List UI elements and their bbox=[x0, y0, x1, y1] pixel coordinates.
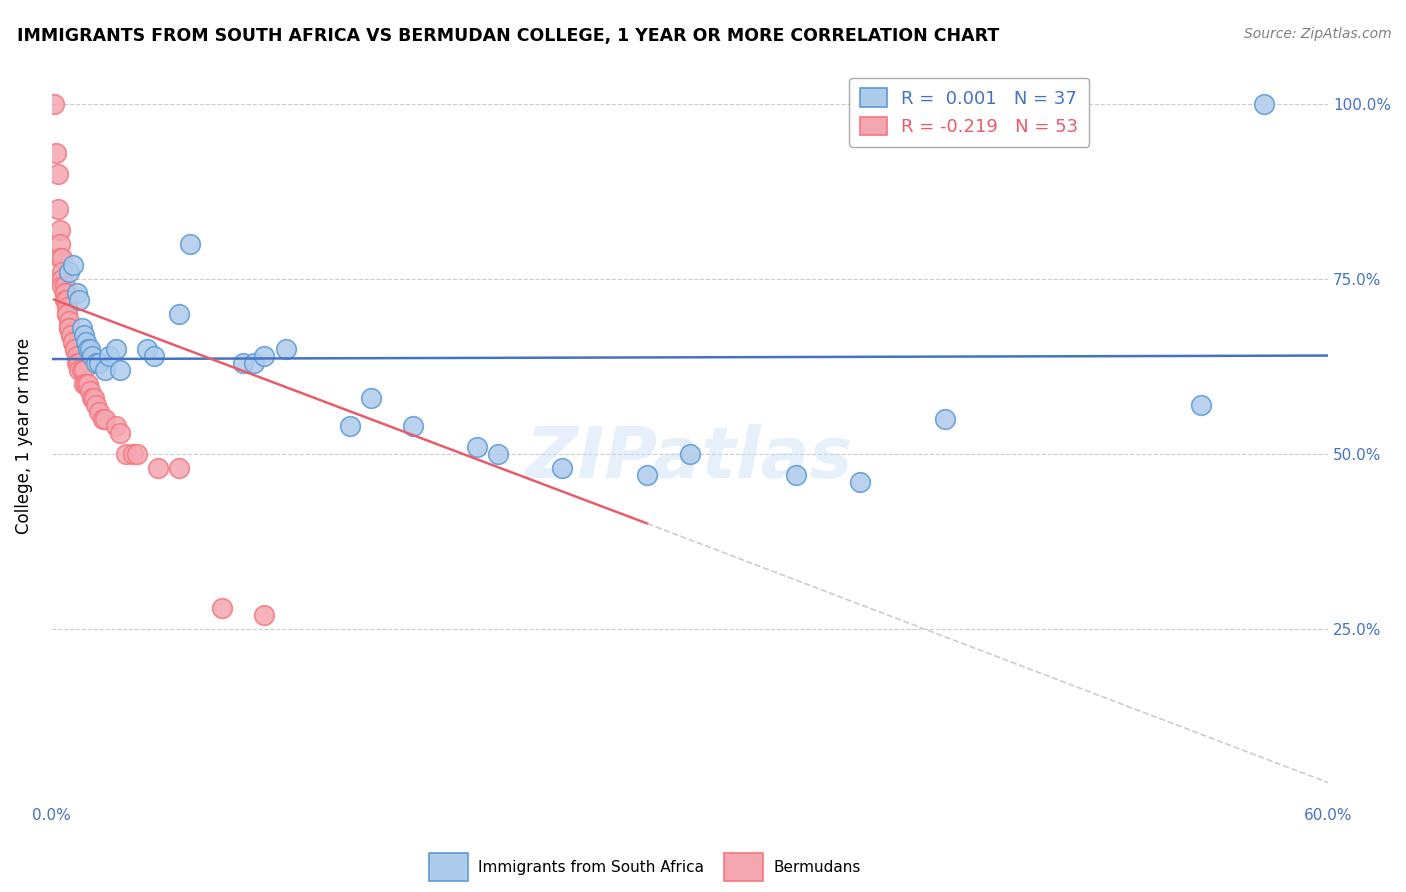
Point bbox=[465, 440, 488, 454]
Point bbox=[94, 411, 117, 425]
Point bbox=[136, 342, 159, 356]
Point bbox=[58, 320, 80, 334]
Point bbox=[142, 349, 165, 363]
Point bbox=[49, 236, 72, 251]
Point bbox=[51, 251, 73, 265]
Point bbox=[274, 342, 297, 356]
Point bbox=[62, 334, 84, 349]
Point bbox=[59, 327, 82, 342]
Point bbox=[104, 418, 127, 433]
Point bbox=[67, 355, 90, 369]
Point bbox=[146, 460, 169, 475]
Point bbox=[79, 384, 101, 398]
Point bbox=[82, 391, 104, 405]
Point bbox=[49, 222, 72, 236]
Point bbox=[49, 251, 72, 265]
Point bbox=[51, 264, 73, 278]
Point bbox=[1189, 398, 1212, 412]
Point bbox=[62, 258, 84, 272]
Point bbox=[108, 362, 131, 376]
Point bbox=[679, 446, 702, 460]
Point bbox=[53, 278, 76, 293]
Point bbox=[87, 404, 110, 418]
Point bbox=[86, 398, 108, 412]
Point bbox=[636, 467, 658, 482]
Text: Source: ZipAtlas.com: Source: ZipAtlas.com bbox=[1244, 27, 1392, 41]
Point bbox=[169, 307, 191, 321]
Legend: R =  0.001   N = 37, R = -0.219   N = 53: R = 0.001 N = 37, R = -0.219 N = 53 bbox=[849, 78, 1090, 147]
Point bbox=[55, 293, 77, 307]
Text: Immigrants from South Africa: Immigrants from South Africa bbox=[478, 861, 704, 875]
Point bbox=[91, 411, 114, 425]
Point bbox=[55, 307, 77, 321]
Point bbox=[58, 313, 80, 327]
Point bbox=[360, 391, 382, 405]
Point bbox=[67, 293, 90, 307]
Y-axis label: College, 1 year or more: College, 1 year or more bbox=[15, 338, 32, 534]
Point bbox=[83, 391, 105, 405]
Point bbox=[785, 467, 807, 482]
Point bbox=[51, 278, 73, 293]
Point bbox=[66, 355, 89, 369]
Point bbox=[253, 349, 276, 363]
Point bbox=[73, 362, 96, 376]
Point bbox=[211, 600, 233, 615]
Point bbox=[63, 342, 86, 356]
Point bbox=[59, 327, 82, 342]
Point bbox=[1253, 96, 1275, 111]
Point bbox=[402, 418, 425, 433]
Point bbox=[75, 334, 97, 349]
Point bbox=[849, 475, 872, 489]
Text: Bermudans: Bermudans bbox=[773, 861, 860, 875]
Point bbox=[46, 202, 69, 216]
Point bbox=[51, 271, 73, 285]
Point bbox=[104, 342, 127, 356]
Point bbox=[53, 285, 76, 300]
Text: IMMIGRANTS FROM SOUTH AFRICA VS BERMUDAN COLLEGE, 1 YEAR OR MORE CORRELATION CHA: IMMIGRANTS FROM SOUTH AFRICA VS BERMUDAN… bbox=[17, 27, 1000, 45]
Point bbox=[243, 355, 266, 369]
Point bbox=[53, 285, 76, 300]
Point bbox=[70, 320, 93, 334]
Point bbox=[488, 446, 510, 460]
Point bbox=[77, 342, 100, 356]
Point bbox=[87, 355, 110, 369]
Point bbox=[66, 285, 89, 300]
Point bbox=[66, 349, 89, 363]
Point bbox=[121, 446, 143, 460]
Point bbox=[58, 320, 80, 334]
Point bbox=[42, 96, 65, 111]
Point bbox=[67, 362, 90, 376]
Point bbox=[339, 418, 361, 433]
Point bbox=[46, 167, 69, 181]
Point bbox=[253, 607, 276, 622]
Point bbox=[232, 355, 254, 369]
Point bbox=[73, 327, 96, 342]
Point bbox=[82, 349, 104, 363]
Point bbox=[75, 376, 97, 391]
Point bbox=[169, 460, 191, 475]
Point bbox=[108, 425, 131, 440]
Point bbox=[70, 362, 93, 376]
Point bbox=[53, 293, 76, 307]
Point bbox=[86, 355, 108, 369]
Point bbox=[551, 460, 574, 475]
Point bbox=[55, 307, 77, 321]
Point bbox=[179, 236, 201, 251]
Point bbox=[115, 446, 138, 460]
Point bbox=[55, 300, 77, 314]
Point bbox=[45, 145, 67, 160]
Point bbox=[79, 342, 101, 356]
Point bbox=[73, 376, 96, 391]
Point bbox=[58, 264, 80, 278]
Point bbox=[125, 446, 148, 460]
Point bbox=[94, 362, 117, 376]
Text: ZIPatlas: ZIPatlas bbox=[526, 424, 853, 492]
Point bbox=[62, 334, 84, 349]
Point bbox=[77, 376, 100, 391]
Point bbox=[63, 342, 86, 356]
Point bbox=[98, 349, 121, 363]
Point bbox=[934, 411, 956, 425]
